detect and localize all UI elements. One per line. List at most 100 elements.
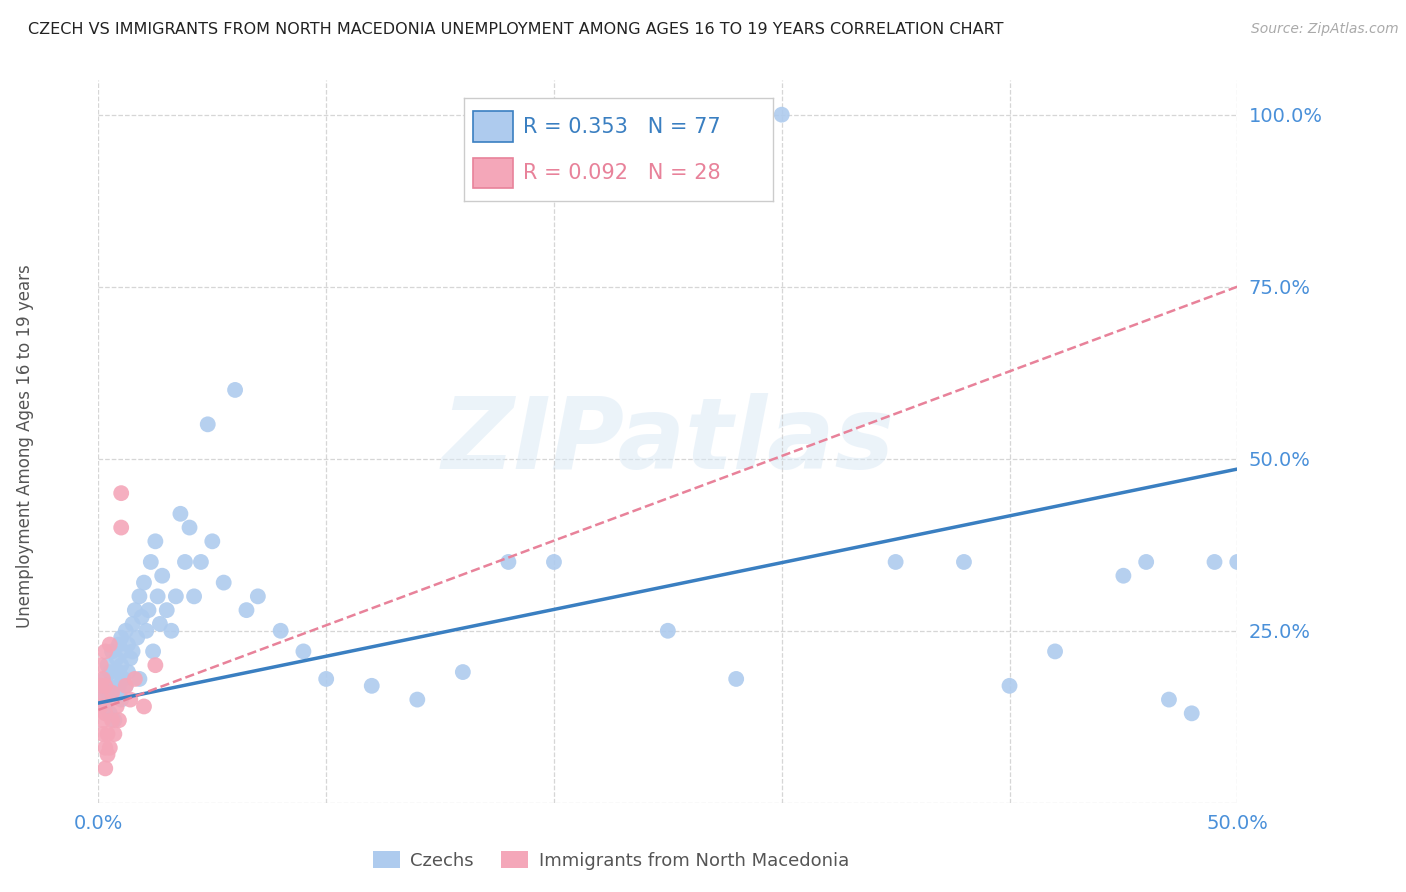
Point [406,692,429,706]
Point [96,686,118,700]
Point [165,590,187,604]
Point [132,699,155,714]
Point [91,692,114,706]
Point [90,699,112,714]
Point [498,555,520,569]
Point [156,603,179,617]
Point [139,555,162,569]
Point [90,679,112,693]
Point [108,713,131,727]
Point [121,644,143,658]
Point [94,672,117,686]
Point [114,679,136,693]
Point [149,616,172,631]
Point [131,610,153,624]
Point [657,624,679,638]
Point [110,486,132,500]
Point [120,651,142,665]
Point [138,603,160,617]
Point [114,679,136,693]
Point [98,706,121,721]
Point [96,658,118,673]
Point [1043,644,1066,658]
Point [1181,706,1204,721]
Point [94,644,117,658]
Point [451,665,474,679]
FancyBboxPatch shape [474,112,513,142]
Point [135,624,157,638]
Point [94,706,117,721]
Point [108,665,131,679]
Point [94,740,117,755]
Point [101,686,124,700]
Point [94,699,117,714]
Point [110,692,132,706]
Point [105,686,128,700]
Point [91,672,114,686]
Point [169,507,191,521]
Point [212,575,235,590]
Point [145,658,167,673]
Point [1204,555,1226,569]
Text: R = 0.353   N = 77: R = 0.353 N = 77 [523,117,720,136]
Point [1226,555,1249,569]
Point [96,727,118,741]
Point [101,713,124,727]
Point [120,692,142,706]
FancyBboxPatch shape [474,158,513,188]
Text: R = 0.092   N = 28: R = 0.092 N = 28 [523,163,720,183]
Point [101,644,124,658]
Point [884,555,907,569]
Point [1157,692,1180,706]
Point [112,672,135,686]
Point [96,747,118,762]
Point [953,555,976,569]
Point [94,679,117,693]
Point [1112,568,1135,582]
Point [190,555,212,569]
Point [121,616,143,631]
Point [103,713,125,727]
Point [117,638,139,652]
Point [174,555,197,569]
Point [110,520,132,534]
Point [94,761,117,775]
Point [90,658,112,673]
Point [1135,555,1157,569]
Point [108,638,131,652]
Point [98,638,121,652]
Point [160,624,183,638]
Point [201,534,224,549]
Point [224,383,246,397]
Point [127,631,149,645]
Point [179,520,201,534]
Text: ZIPatlas: ZIPatlas [441,393,894,490]
Point [98,665,121,679]
Point [110,658,132,673]
Point [725,672,748,686]
Point [128,672,150,686]
Point [360,679,382,693]
Point [315,672,337,686]
Point [103,727,125,741]
Point [145,534,167,549]
Point [105,651,128,665]
Point [146,590,169,604]
Point [91,692,114,706]
Point [112,644,135,658]
Point [124,603,146,617]
Point [142,644,165,658]
Point [235,603,257,617]
Point [91,727,114,741]
Point [91,713,114,727]
Point [132,575,155,590]
Point [292,644,315,658]
Point [270,624,292,638]
Point [124,672,146,686]
Text: Source: ZipAtlas.com: Source: ZipAtlas.com [1251,22,1399,37]
Point [103,672,125,686]
Point [150,568,173,582]
Point [114,624,136,638]
Point [105,699,128,714]
Point [197,417,219,432]
